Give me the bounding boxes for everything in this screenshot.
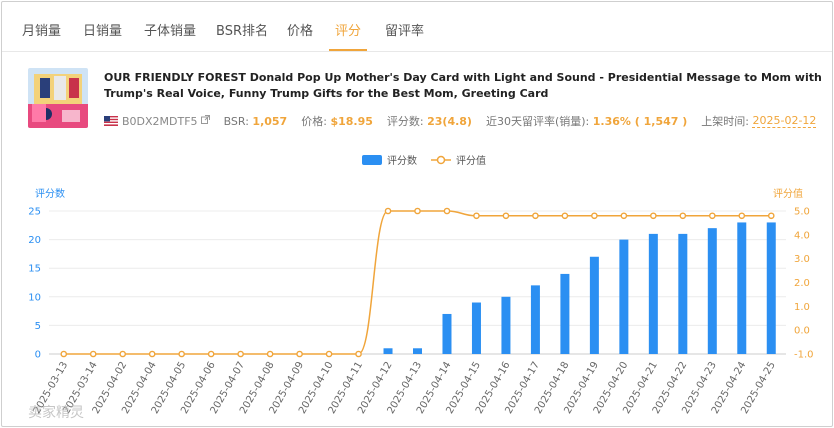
rating-value-point: [738, 212, 746, 220]
rating-count-bar: [678, 233, 688, 354]
rating-count-bar: [589, 256, 599, 354]
rating-value-point: [561, 212, 569, 220]
rating-value-point: [60, 350, 68, 358]
tab-review-rate[interactable]: 留评率: [385, 24, 425, 39]
rating-count-bar: [442, 313, 452, 354]
product-thumbnail[interactable]: [28, 68, 88, 128]
rating-value-point: [502, 212, 510, 220]
rating-value-point: [325, 350, 333, 358]
rating-count-bar: [530, 285, 540, 354]
tab-bsr-rank[interactable]: BSR排名: [216, 24, 268, 39]
rating-count-bar: [560, 273, 570, 354]
product-meta: B0DX2MDTF5 BSR: 1,057 价格: $18.95 评分数: 23…: [104, 113, 817, 129]
tab-monthly-sales[interactable]: 月销量: [22, 24, 62, 39]
left-axis-tick: 5: [35, 321, 41, 332]
rating-count-bar: [501, 296, 511, 354]
rating-count-bar: [619, 239, 629, 354]
rating-value-point: [650, 212, 657, 220]
rating-value-point: [414, 207, 421, 215]
right-axis-tick: 2.0: [794, 278, 810, 289]
product-title[interactable]: OUR FRIENDLY FOREST Donald Pop Up Mother…: [104, 71, 822, 100]
rating-value-point: [119, 350, 126, 358]
bsr-value: 1,057: [252, 114, 288, 128]
rating-value-point: [237, 350, 244, 358]
chart-legend: 评分数 评分值: [362, 152, 486, 167]
rating-value-point: [591, 212, 598, 220]
rating-count-bar: [383, 348, 393, 354]
rating-value-point: [709, 212, 716, 220]
rating-count-bar: [707, 228, 717, 354]
rating-value-point: [178, 350, 185, 358]
rating-label: 评分数:: [386, 115, 424, 128]
right-axis-tick: 5.0: [794, 207, 810, 218]
right-axis-tick: 3.0: [794, 254, 810, 265]
right-axis-tick: 4.0: [794, 230, 810, 241]
tab-price[interactable]: 价格: [287, 24, 314, 39]
rating-value-point: [266, 350, 274, 358]
active-tab-indicator: [329, 49, 367, 51]
right-axis-tick: 1.0: [794, 302, 810, 313]
right-axis-title: 评分值: [773, 187, 803, 200]
left-axis-tick: 0: [35, 350, 41, 361]
rating-value-point: [148, 350, 156, 358]
legend-line-swatch[interactable]: [431, 155, 451, 165]
review-rate-value: 1.36% ( 1,547 ): [592, 114, 688, 128]
product-summary: OUR FRIENDLY FOREST Donald Pop Up Mother…: [2, 62, 832, 132]
rating-value-point: [384, 207, 392, 215]
asin[interactable]: B0DX2MDTF5: [122, 114, 198, 128]
tab-bar: 月销量 日销量 子体销量 BSR排名 价格 评分 留评率: [2, 2, 832, 52]
left-axis-title: 评分数: [35, 187, 65, 200]
rating-value-point: [355, 350, 362, 358]
rating-value-line: [63, 210, 772, 355]
bsr-label: BSR:: [223, 114, 249, 128]
right-axis-tick: 0.0: [794, 326, 810, 337]
left-axis-tick: 10: [28, 292, 41, 303]
price-value: $18.95: [330, 114, 373, 128]
rating-count-bar: [737, 222, 747, 354]
rating-count-bar: [766, 222, 776, 354]
rating-chart: 评分数 评分值0510152025-1.00.01.02.03.04.05.020…: [28, 187, 814, 421]
legend-bar-label[interactable]: 评分数: [387, 156, 417, 167]
us-flag-icon: [104, 116, 118, 126]
rating-value-point: [296, 350, 303, 358]
price-label: 价格:: [301, 115, 327, 128]
rating-value-point: [443, 207, 451, 215]
rating-count-bar: [471, 302, 481, 354]
tab-rating[interactable]: 评分: [335, 24, 362, 39]
tab-variant-sales[interactable]: 子体销量: [144, 24, 197, 39]
review-rate-label: 近30天留评率(销量):: [485, 115, 590, 128]
rating-value-point: [679, 212, 687, 220]
rating-value-point: [207, 350, 215, 358]
external-link-icon[interactable]: [200, 115, 210, 127]
launch-date-label: 上架时间:: [701, 115, 749, 128]
rating-value-point: [620, 212, 628, 220]
left-axis-tick: 20: [28, 235, 41, 246]
left-axis-tick: 25: [28, 207, 41, 218]
watermark: 卖家精灵: [28, 404, 84, 421]
legend-bar-swatch[interactable]: [362, 154, 382, 165]
rating-count-bar: [648, 233, 658, 354]
right-axis-tick: -1.0: [794, 350, 814, 361]
left-axis-tick: 15: [28, 264, 41, 275]
rating-count-bar: [413, 348, 422, 354]
rating-value-point: [89, 350, 97, 358]
legend-line-label[interactable]: 评分值: [456, 156, 486, 167]
rating-value-point: [473, 212, 480, 220]
tab-daily-sales[interactable]: 日销量: [83, 24, 123, 39]
rating-value-point: [767, 212, 775, 220]
launch-date-value[interactable]: 2025-02-12: [752, 114, 817, 128]
rating-value: 23(4.8): [427, 114, 472, 128]
rating-value-point: [532, 212, 539, 220]
